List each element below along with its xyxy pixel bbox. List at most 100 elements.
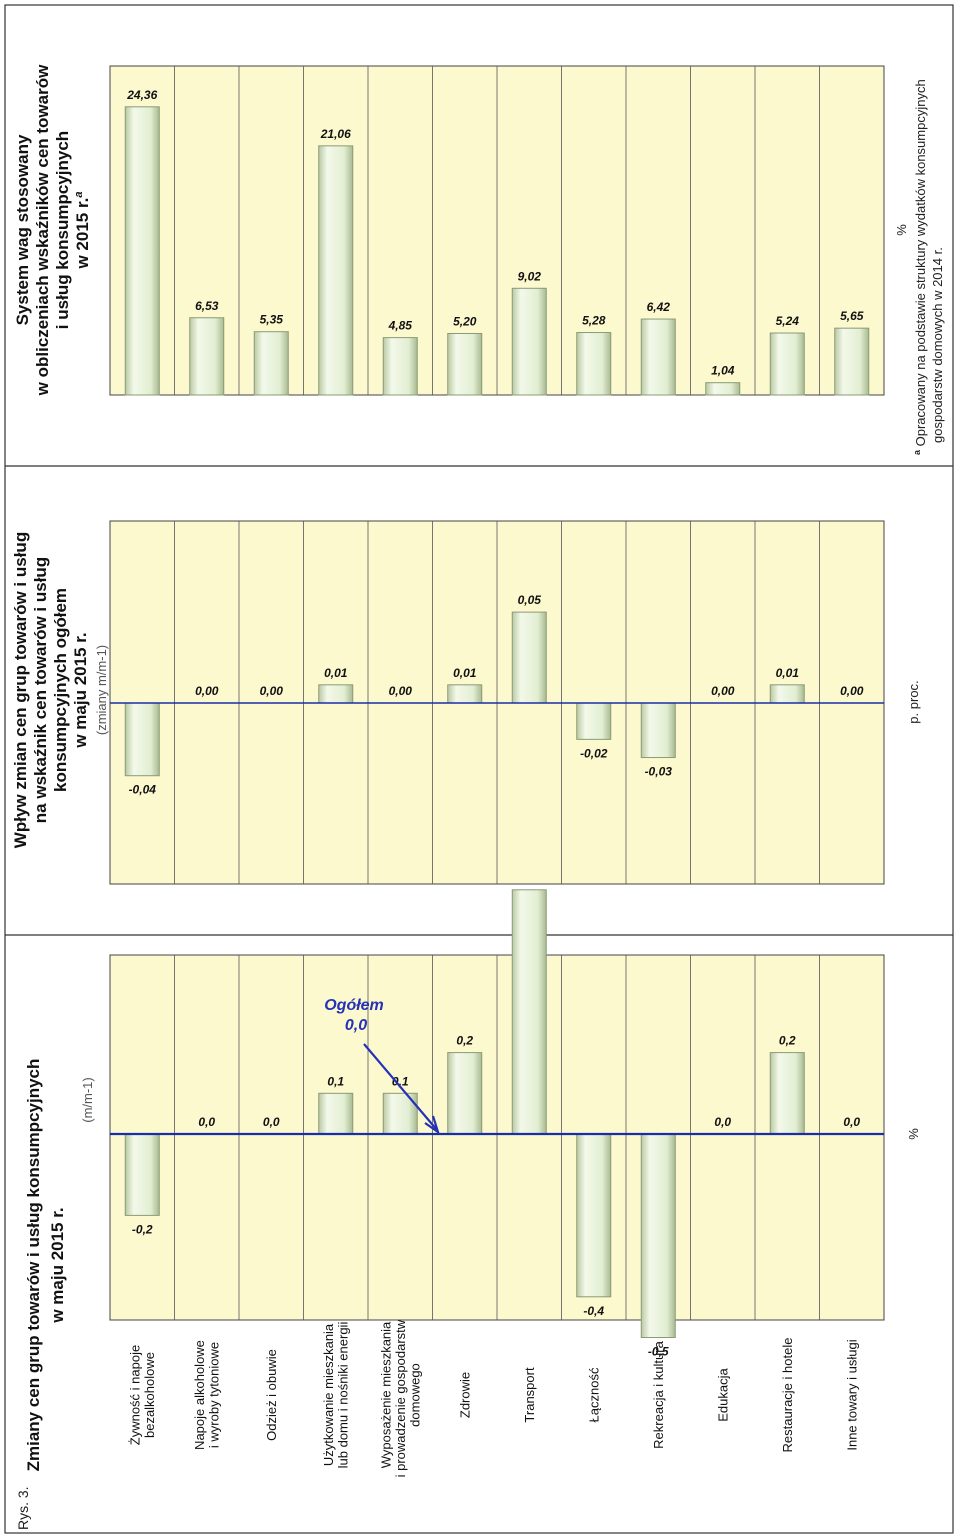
category-label: Transport	[522, 1367, 537, 1423]
data-label: 0,01	[776, 666, 800, 680]
annotation-arrow	[363, 1043, 438, 1131]
data-label: -0,2	[132, 1222, 153, 1236]
chart-index-impact: -0,04 0,00 0,00 0,01 0,00 0,01 0,05 -0,02 -0,03 0…	[109, 520, 885, 885]
data-label: 0,01	[324, 666, 348, 680]
category-label: Inne towary i usługi	[844, 1339, 859, 1450]
data-label: 0,1	[327, 1074, 344, 1088]
data-label: 21,06	[320, 127, 351, 141]
data-label: 24,36	[126, 88, 157, 102]
chart-title: w maju 2015 r.	[71, 632, 90, 748]
chart-title: w obliczeniach wskaźników cen towarów	[33, 64, 52, 396]
bar	[318, 684, 354, 704]
data-label: 5,28	[582, 314, 606, 328]
bar	[834, 327, 870, 396]
bar	[511, 889, 547, 1135]
data-label: -0,4	[583, 1304, 604, 1318]
footnote-line: gospodarstw domowych w 2014 r.	[930, 247, 945, 443]
data-label: -0,02	[580, 746, 608, 760]
bar	[769, 1052, 805, 1135]
data-label: 5,65	[840, 309, 864, 323]
category-label: Odzież i obuwie	[264, 1349, 279, 1441]
data-label: 0,05	[518, 593, 542, 607]
data-label: 0,0	[198, 1115, 215, 1129]
data-label: 4,85	[388, 319, 413, 333]
category-label: Rekreacja i kultura	[651, 1340, 666, 1448]
chart-title: w maju 2015 r.	[48, 1207, 67, 1323]
bar	[253, 331, 289, 396]
category-label: Restauracje i hotele	[780, 1338, 795, 1453]
category-label: i prowadzenie gospodarstwa	[393, 1312, 408, 1478]
chart-title: System wag stosowany	[13, 134, 32, 325]
bar	[705, 382, 741, 396]
bar	[318, 145, 354, 396]
data-label: 0,2	[456, 1034, 473, 1048]
bar	[576, 702, 612, 740]
annotation-total: Ogółem	[324, 997, 384, 1014]
footnote: a Opracowany na podstawie struktury wyda…	[912, 79, 928, 455]
bar	[447, 332, 483, 396]
bar	[576, 332, 612, 396]
figure-label: Rys. 3.	[15, 1486, 31, 1530]
bar	[640, 1133, 676, 1338]
data-label: 0,00	[195, 684, 219, 698]
data-label: 0,00	[840, 684, 864, 698]
category-label: Zdrowie	[457, 1372, 472, 1418]
data-label: -0,5	[648, 1345, 669, 1359]
data-label: 5,35	[260, 313, 284, 327]
footnote-marker: a	[912, 449, 922, 455]
category-label: domowego	[407, 1363, 422, 1427]
chart-title: Zmiany cen grup towarów i usług konsumpc…	[24, 1059, 43, 1472]
chart-title: i usług konsumpcyjnych	[53, 131, 72, 329]
data-label: 0,2	[779, 1034, 796, 1048]
bar	[189, 317, 225, 396]
arrow-head-icon	[424, 1115, 441, 1135]
chart-title: na wskaźnik cen towarów i usług	[31, 557, 50, 823]
footnote-marker: a	[73, 191, 85, 197]
chart-weights: 24,36 6,53 5,35 21,06 4,85 5,20 9,02 5,28 6,42 1,…	[109, 65, 885, 396]
annotation-total-value: 0,0	[345, 1017, 367, 1034]
data-label: 0,01	[453, 666, 477, 680]
data-label: -0,03	[645, 765, 673, 779]
bar	[640, 702, 676, 759]
data-label: 6,53	[195, 299, 219, 313]
chart-title: konsumpcyjnych ogółem	[51, 588, 70, 792]
data-label: -0,04	[129, 783, 157, 797]
data-label: 0,0	[843, 1115, 860, 1129]
category-label: Edukacja	[715, 1367, 730, 1421]
data-label: 5,20	[453, 314, 477, 328]
chart-title: Wpływ zmian cen grup towarów i usług	[11, 532, 30, 848]
chart-price-changes: -0,20,00,00,10,10,20,6-0,4-0,50,00,20,0	[109, 871, 885, 1359]
bar	[769, 684, 805, 704]
category-label: Wyposażenie mieszkania	[378, 1321, 393, 1468]
bar	[124, 1133, 160, 1216]
unit-label: %	[894, 224, 909, 236]
bar	[511, 611, 547, 704]
bar	[640, 318, 676, 396]
chart-subtitle: (m/m-1)	[80, 1077, 95, 1123]
data-label: 5,24	[776, 314, 800, 328]
footnote-line: Opracowany na podstawie struktury wydatk…	[913, 79, 928, 450]
category-label: Żywność i napoje	[128, 1345, 143, 1445]
bar	[382, 337, 418, 396]
category-label: Napoje alkoholowe	[192, 1340, 207, 1450]
data-label: 0,0	[714, 1115, 731, 1129]
data-label: 0,00	[389, 684, 413, 698]
category-label: Łączność	[586, 1367, 601, 1422]
bar	[447, 684, 483, 704]
category-label: lub domu i nośniki energii	[336, 1322, 351, 1469]
bar	[511, 287, 547, 396]
data-label: 0,00	[260, 684, 284, 698]
data-label: 0,1	[392, 1074, 409, 1088]
chart-subtitle: (zmiany m/m-1)	[94, 645, 109, 735]
bar	[447, 1052, 483, 1135]
category-label: Użytkowanie mieszkania	[321, 1323, 336, 1466]
chart-title: w 2015 r.a	[73, 191, 92, 269]
category-label: i wyroby tytoniowe	[207, 1342, 222, 1448]
data-label: 1,04	[711, 364, 735, 378]
category-label: bezalkoholowe	[142, 1352, 157, 1438]
bar	[124, 702, 160, 777]
data-label: 9,02	[518, 269, 542, 283]
bar	[318, 1092, 354, 1135]
